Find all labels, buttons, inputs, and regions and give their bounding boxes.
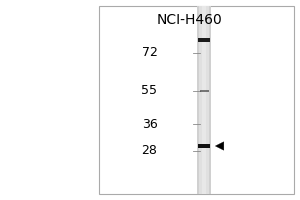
Text: NCI-H460: NCI-H460 xyxy=(156,13,222,27)
Bar xyxy=(99,6,294,194)
Bar xyxy=(198,38,210,42)
Bar xyxy=(202,6,206,194)
Text: 72: 72 xyxy=(142,46,158,60)
Text: 36: 36 xyxy=(142,117,158,130)
Bar xyxy=(199,6,209,194)
Bar xyxy=(200,90,208,92)
Polygon shape xyxy=(215,142,224,150)
Bar xyxy=(198,144,210,148)
Bar xyxy=(197,6,211,194)
Text: 55: 55 xyxy=(142,84,158,97)
Text: 28: 28 xyxy=(142,144,158,158)
